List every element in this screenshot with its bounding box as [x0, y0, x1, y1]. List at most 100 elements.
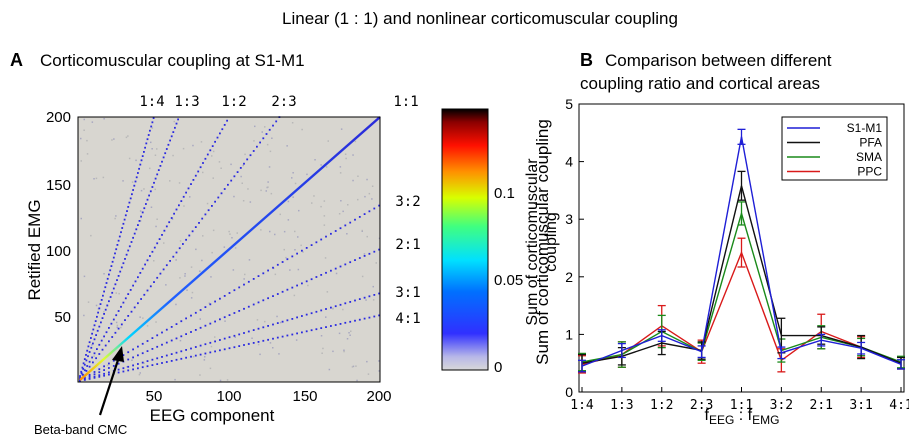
- coupling-dot: [182, 195, 185, 198]
- noise-dot: [364, 195, 366, 198]
- noise-dot: [300, 244, 302, 247]
- coupling-dot: [112, 365, 115, 367]
- noise-dot: [211, 251, 213, 254]
- coupling-dot: [204, 343, 207, 346]
- coupling-dot: [151, 186, 154, 188]
- noise-dot: [224, 320, 226, 322]
- noise-dot: [220, 167, 222, 169]
- y-tick-label: 3: [565, 211, 573, 227]
- coupling-dot: [286, 319, 289, 322]
- coupling-dot: [228, 314, 231, 316]
- coupling-dot: [117, 368, 120, 371]
- heatmap-ylabel: Retified EMG: [25, 199, 44, 300]
- coupling-dot: [133, 306, 136, 309]
- coupling-dot: [157, 169, 160, 171]
- ratio-label: 3:2: [395, 194, 420, 210]
- coupling-dot: [185, 317, 187, 320]
- coupling-dot: [219, 339, 221, 341]
- coupling-dot: [137, 302, 139, 305]
- noise-dot: [91, 121, 94, 123]
- noise-dot: [226, 379, 229, 381]
- coupling-dot: [122, 354, 125, 356]
- heatmap-x-axis: 50 100 150 200: [146, 388, 392, 405]
- noise-dot: [102, 176, 105, 179]
- noise-dot: [83, 118, 85, 121]
- heatmap-noise: [80, 118, 381, 382]
- coupling-dot: [330, 325, 332, 327]
- coupling-dot: [286, 334, 289, 337]
- noise-dot: [83, 314, 85, 317]
- noise-dot: [283, 248, 285, 251]
- coupling-dot: [127, 351, 130, 354]
- line-chart-ylabel-line1: Sum of corticomuscular: [524, 158, 541, 326]
- noise-dot: [265, 190, 267, 192]
- noise-dot: [203, 359, 206, 361]
- coupling-dot: [138, 167, 140, 170]
- coupling-dot: [161, 356, 163, 358]
- coupling-dot: [257, 327, 260, 330]
- coupling-dot: [104, 344, 107, 347]
- coupling-dot: [103, 374, 105, 377]
- noise-dot: [302, 251, 304, 253]
- noise-dot: [261, 131, 263, 133]
- coupling-dot: [217, 196, 220, 199]
- coupling-dot: [103, 313, 105, 315]
- coupling-dot: [120, 231, 122, 234]
- coupling-dot: [127, 365, 130, 368]
- coupling-dot: [108, 300, 110, 303]
- coupling-dot: [223, 124, 226, 126]
- legend-label: SMA: [856, 150, 882, 164]
- coupling-dot: [199, 326, 202, 329]
- coupling-dot: [320, 327, 323, 329]
- noise-dot: [340, 200, 342, 202]
- noise-dot: [151, 127, 154, 129]
- coupling-dot: [354, 218, 356, 221]
- noise-dot: [361, 275, 364, 278]
- coupling-dot: [320, 274, 323, 276]
- coupling-dot: [135, 176, 138, 179]
- noise-dot: [210, 345, 213, 348]
- coupling-dot: [194, 311, 197, 314]
- coupling-dot: [134, 280, 137, 283]
- coupling-dot: [92, 361, 94, 364]
- noise-dot: [175, 303, 177, 306]
- coupling-dot: [221, 128, 224, 131]
- coupling-dot: [88, 365, 91, 368]
- coupling-dot: [214, 300, 216, 303]
- coupling-dot: [128, 201, 131, 204]
- coupling-dot: [305, 313, 308, 316]
- noise-dot: [155, 321, 157, 323]
- panel-a-letter: A: [10, 50, 23, 70]
- noise-dot: [269, 150, 272, 153]
- noise-dot: [103, 311, 105, 313]
- coupling-dot: [93, 375, 96, 378]
- coupling-dot: [202, 162, 204, 164]
- coupling-dot: [247, 305, 250, 308]
- noise-dot: [218, 161, 221, 163]
- coupling-dot: [161, 343, 163, 346]
- coupling-dot: [127, 249, 130, 252]
- coupling-dot: [223, 316, 226, 319]
- panel-b-title-line2: coupling ratio and cortical areas: [580, 74, 820, 93]
- noise-dot: [257, 343, 260, 346]
- coupling-dot: [146, 350, 149, 352]
- coupling-dot: [114, 331, 117, 334]
- coupling-dot: [92, 342, 94, 345]
- coupling-dot: [146, 289, 149, 292]
- noise-dot: [116, 324, 119, 327]
- coupling-dot: [130, 310, 133, 313]
- heatmap-ytick: 150: [46, 177, 71, 194]
- ratio-labels-top: 1:4 1:3 1:2 2:3 1:1: [139, 94, 418, 110]
- noise-dot: [243, 278, 245, 280]
- coupling-dot: [373, 294, 376, 296]
- noise-dot: [291, 177, 293, 179]
- coupling-dot: [178, 247, 181, 250]
- coupling-dot: [120, 266, 123, 269]
- noise-dot: [342, 308, 344, 311]
- noise-dot: [350, 330, 352, 332]
- noise-dot: [269, 230, 271, 233]
- noise-dot: [80, 160, 82, 162]
- coupling-dot: [305, 247, 308, 249]
- noise-dot: [230, 163, 232, 166]
- ratio-label: 1:3: [174, 94, 199, 110]
